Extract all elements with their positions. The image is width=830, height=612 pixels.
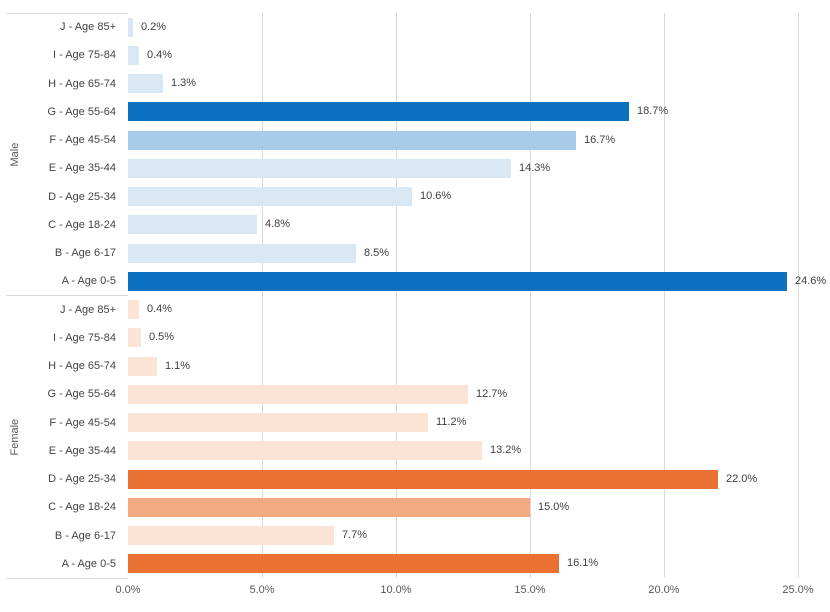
bar-value-label: 0.2%	[141, 20, 167, 33]
category-label: B - Age 6-17	[54, 529, 116, 542]
category-label: I - Age 75-84	[53, 49, 116, 62]
x-gridline	[396, 13, 397, 578]
category-label: G - Age 55-64	[47, 388, 117, 401]
x-gridline	[530, 13, 531, 578]
category-label: B - Age 6-17	[54, 247, 116, 259]
category-axis-divider	[6, 577, 128, 579]
bar-value-label: 8.5%	[364, 246, 390, 259]
category-label: H - Age 65-74	[48, 77, 116, 90]
category-label: H - Age 65-74	[48, 360, 116, 372]
bar-value-label: 11.2%	[436, 416, 467, 429]
bar-male-c	[128, 215, 257, 235]
bar-male-g	[128, 102, 629, 122]
bar-value-label: 15.0%	[538, 500, 570, 513]
bar-value-label: 24.6%	[795, 274, 827, 287]
bar-female-i	[128, 328, 141, 348]
bar-value-label: 16.7%	[584, 133, 616, 146]
category-label: D - Age 25-34	[48, 190, 116, 203]
x-gridline	[664, 13, 665, 578]
category-label: A - Age 0-5	[61, 275, 116, 288]
category-label: D - Age 25-34	[48, 473, 116, 485]
bar-female-h	[128, 356, 157, 376]
category-axis-divider	[6, 295, 128, 296]
bar-value-label: 0.5%	[149, 331, 175, 344]
category-label: F - Age 45-54	[49, 416, 116, 429]
category-label: I - Age 75-84	[53, 331, 116, 344]
x-gridline	[262, 13, 263, 578]
bar-value-label: 12.7%	[476, 387, 508, 400]
x-axis-tick-label: 0.0%	[115, 584, 141, 596]
bar-value-label: 4.8%	[265, 218, 291, 231]
bar-male-d	[128, 187, 412, 207]
category-label: J - Age 85+	[60, 303, 116, 316]
bar-female-b	[128, 526, 334, 546]
category-label: C - Age 18-24	[48, 501, 116, 514]
bar-value-label: 10.6%	[420, 190, 452, 203]
bar-value-label: 0.4%	[147, 48, 173, 61]
bar-male-i	[128, 45, 139, 65]
category-label: F - Age 45-54	[49, 134, 116, 146]
bar-value-label: 18.7%	[637, 105, 669, 118]
bar-female-a	[128, 554, 559, 574]
bar-value-label: 14.3%	[519, 161, 551, 174]
category-label: A - Age 0-5	[61, 557, 116, 570]
bar-value-label: 0.4%	[147, 303, 173, 316]
bar-male-h	[128, 74, 163, 94]
bar-value-label: 13.2%	[490, 444, 522, 457]
x-axis-tick-label: 25.0%	[782, 584, 814, 596]
category-label: C - Age 18-24	[48, 218, 116, 231]
group-label-male: Male	[9, 142, 21, 167]
group-label-female: Female	[9, 418, 21, 456]
bar-female-g	[128, 384, 468, 404]
bar-value-label: 1.1%	[165, 359, 191, 372]
bar-male-e	[128, 158, 511, 178]
category-label: E - Age 35-44	[48, 162, 116, 175]
bar-value-label: 22.0%	[726, 472, 758, 485]
bar-male-a	[128, 271, 787, 291]
category-label: G - Age 55-64	[47, 105, 117, 118]
x-axis-tick-label: 20.0%	[648, 584, 680, 596]
x-gridline	[798, 13, 799, 578]
x-axis-tick-label: 10.0%	[380, 584, 412, 596]
category-label: J - Age 85+	[60, 21, 116, 33]
x-axis-tick-label: 5.0%	[249, 584, 275, 596]
bar-female-c	[128, 497, 530, 517]
bar-value-label: 1.3%	[171, 77, 197, 90]
category-axis-divider	[6, 12, 128, 14]
bar-female-e	[128, 441, 482, 461]
x-axis-tick-label: 15.0%	[514, 584, 546, 596]
bar-female-j	[128, 300, 139, 320]
bar-value-label: 16.1%	[567, 557, 599, 570]
bar-female-d	[128, 469, 718, 489]
category-label: E - Age 35-44	[48, 444, 116, 457]
bar-male-b	[128, 243, 356, 263]
bar-value-label: 7.7%	[342, 529, 368, 542]
bar-female-f	[128, 413, 428, 433]
bar-male-j	[128, 17, 133, 37]
bar-male-f	[128, 130, 576, 150]
